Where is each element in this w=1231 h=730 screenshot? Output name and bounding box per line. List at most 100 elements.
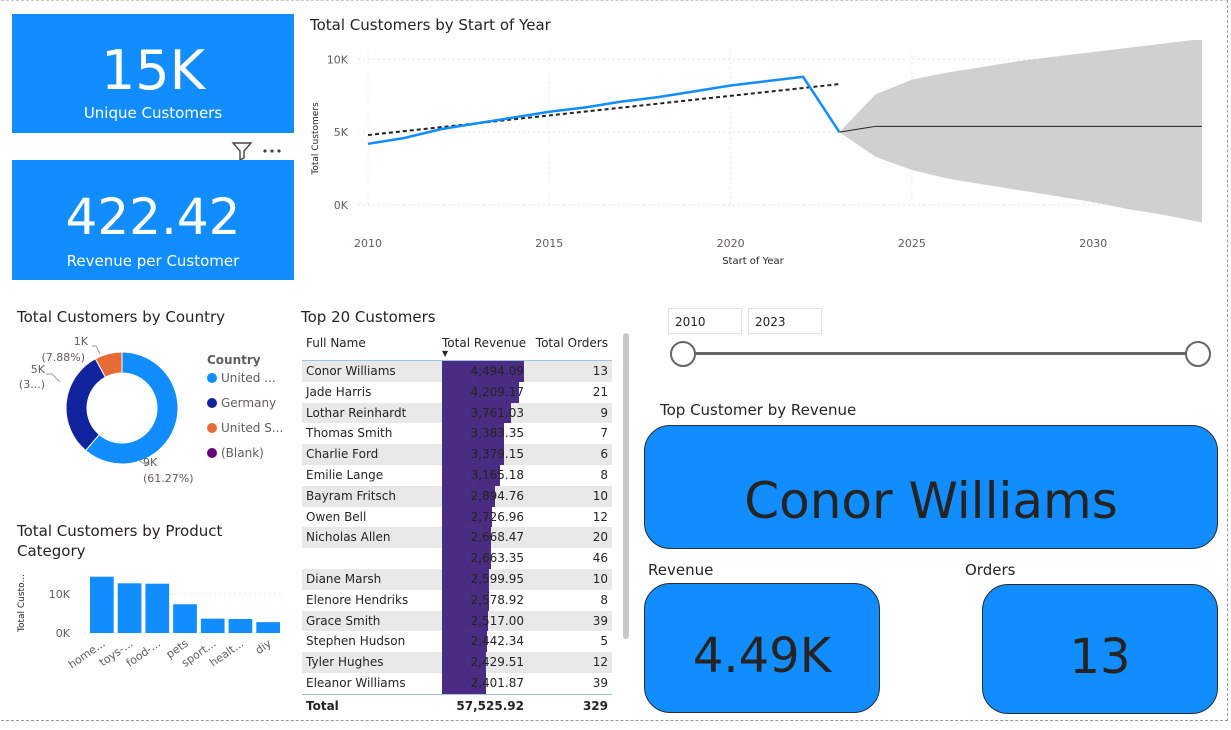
header-total-orders[interactable]: Total Orders xyxy=(535,336,608,350)
bar-chart-title-line1: Total Customers by Product xyxy=(17,522,223,540)
header-total-revenue[interactable]: Total Revenue xyxy=(442,336,527,350)
sort-desc-icon: ▼ xyxy=(442,349,449,358)
table-row[interactable]: Emilie Lange 3,165.18 8 xyxy=(302,464,612,486)
table-body: Conor Williams 4,494.09 13 Jade Harris 4,209… xyxy=(302,361,612,694)
x-tick-label: 2015 xyxy=(535,237,563,250)
cell-total-orders: 12 xyxy=(592,509,608,524)
top-customer-title: Top Customer by Revenue xyxy=(660,401,857,419)
table-row[interactable]: Elenore Hendriks 2,578.92 8 xyxy=(302,589,612,611)
cell-full-name: Lothar Reinhardt xyxy=(306,405,407,420)
cell-total-revenue: 2,599.95 xyxy=(470,571,524,586)
revenue-data-bar xyxy=(442,672,486,694)
table-row[interactable]: Eleanor Williams 2,401.87 39 xyxy=(302,672,612,694)
legend-item-label[interactable]: (Blank) xyxy=(221,446,264,460)
table-row[interactable]: 2,663.35 46 xyxy=(302,548,612,569)
header-full-name[interactable]: Full Name xyxy=(306,336,366,350)
category-bar[interactable] xyxy=(90,576,114,633)
cell-total-revenue: 2,668.47 xyxy=(470,530,524,545)
slicer-end-input[interactable]: 2023 xyxy=(748,308,822,334)
total-revenue: 57,525.92 xyxy=(456,698,524,713)
top-customer-card[interactable]: Conor Williams xyxy=(644,425,1218,549)
table-scrollbar[interactable] xyxy=(623,333,629,639)
cell-total-orders: 20 xyxy=(592,530,608,545)
donut-slice[interactable] xyxy=(94,351,123,378)
orders-card[interactable]: 13 xyxy=(982,584,1218,714)
leader-line xyxy=(92,345,101,355)
table-row[interactable]: Nicholas Allen 2,668.47 20 xyxy=(302,527,612,549)
category-bar[interactable] xyxy=(145,583,170,633)
table-total-row: Total 57,525.92 329 xyxy=(302,693,612,716)
x-axis-title: Start of Year xyxy=(722,256,784,267)
donut-label-value: 9K xyxy=(143,456,158,469)
line-chart[interactable]: 0K 5K 10K 2010 2015 2020 2025 2030 Start of Year… xyxy=(300,40,1220,280)
legend-item-label[interactable]: Germany xyxy=(221,396,276,410)
cell-total-orders: 5 xyxy=(600,634,608,649)
revenue-per-customer-label: Revenue per Customer xyxy=(66,252,240,270)
revenue-per-customer-card[interactable]: 422.42 Revenue per Customer xyxy=(12,160,294,280)
more-options-icon[interactable] xyxy=(260,140,284,162)
visual-header-toolbar xyxy=(230,139,294,163)
year-slider-track[interactable] xyxy=(684,352,1198,355)
category-bar[interactable] xyxy=(200,618,225,633)
table-row[interactable]: Thomas Smith 3,383.35 7 xyxy=(302,423,612,445)
category-bar[interactable] xyxy=(117,583,142,633)
table-row[interactable]: Charlie Ford 3,379.15 6 xyxy=(302,444,612,465)
y-axis-title: Total Customers xyxy=(311,102,321,176)
cell-total-orders: 8 xyxy=(600,467,608,482)
donut-chart-title: Total Customers by Country xyxy=(17,308,226,326)
customers-series-line[interactable] xyxy=(367,75,841,146)
table-row[interactable]: Tyler Hughes 2,429.51 12 xyxy=(302,652,612,673)
revenue-data-bar xyxy=(442,423,504,445)
top-customer-value: Conor Williams xyxy=(744,472,1118,530)
donut-slice[interactable] xyxy=(84,351,179,465)
unique-customers-card[interactable]: 15K Unique Customers xyxy=(12,14,294,133)
leader-line xyxy=(46,373,61,383)
legend-marker xyxy=(207,398,217,408)
legend-item-label[interactable]: United S... xyxy=(221,421,283,435)
cell-total-orders: 10 xyxy=(592,571,608,586)
table-row[interactable]: Lothar Reinhardt 3,761.03 9 xyxy=(302,402,612,424)
donut-label-value: 5K xyxy=(31,363,46,376)
legend-marker xyxy=(207,423,217,433)
cell-total-orders: 8 xyxy=(600,592,608,607)
table-title: Top 20 Customers xyxy=(301,308,436,326)
revenue-data-bar xyxy=(442,381,519,403)
total-label: Total xyxy=(306,698,339,713)
total-orders: 329 xyxy=(582,698,608,713)
category-bar[interactable] xyxy=(173,604,197,633)
filter-icon[interactable] xyxy=(230,140,254,162)
table-row[interactable]: Conor Williams 4,494.09 13 xyxy=(302,361,612,382)
category-bar[interactable] xyxy=(228,619,253,633)
line-chart-title: Total Customers by Start of Year xyxy=(310,16,551,34)
revenue-data-bar xyxy=(442,361,524,382)
cell-total-revenue: 3,165.18 xyxy=(470,467,524,482)
legend-item-label[interactable]: United ... xyxy=(221,371,276,385)
bar-chart-title-line2: Category xyxy=(17,542,86,560)
top-customers-table[interactable]: Full Name Total Revenue ▼ Total Orders C… xyxy=(302,333,612,716)
revenue-data-bar xyxy=(442,610,488,632)
trend-line xyxy=(367,83,840,137)
table-row[interactable]: Bayram Fritsch 2,894.76 10 xyxy=(302,485,612,507)
cell-total-revenue: 2,401.87 xyxy=(470,675,524,690)
cell-total-revenue: 3,761.03 xyxy=(470,405,524,420)
cell-full-name: Charlie Ford xyxy=(306,447,379,462)
table-row[interactable]: Grace Smith 2,517.00 39 xyxy=(302,610,612,632)
revenue-card[interactable]: 4.49K xyxy=(644,583,880,713)
table-row[interactable]: Diane Marsh 2,599.95 10 xyxy=(302,568,612,590)
cell-total-orders: 10 xyxy=(592,488,608,503)
table-row[interactable]: Stephen Hudson 2,442.34 5 xyxy=(302,631,612,653)
table-row[interactable]: Owen Bell 2,726.96 12 xyxy=(302,506,612,528)
x-tick-label: 2020 xyxy=(717,237,745,250)
revenue-data-bar xyxy=(442,548,491,569)
legend-marker xyxy=(207,373,217,383)
table-row[interactable]: Jade Harris 4,209.17 21 xyxy=(302,381,612,403)
revenue-data-bar xyxy=(442,506,492,528)
category-bar[interactable] xyxy=(256,622,280,633)
cell-full-name: Grace Smith xyxy=(306,613,381,628)
slicer-start-input[interactable]: 2010 xyxy=(668,308,742,334)
legend-marker xyxy=(207,448,217,458)
donut-chart[interactable]: 9K (61.27%) 5K (3...) 1K (7.88%) Country United… xyxy=(10,330,300,500)
slider-end-handle[interactable] xyxy=(1185,341,1211,367)
slider-start-handle[interactable] xyxy=(670,341,696,367)
